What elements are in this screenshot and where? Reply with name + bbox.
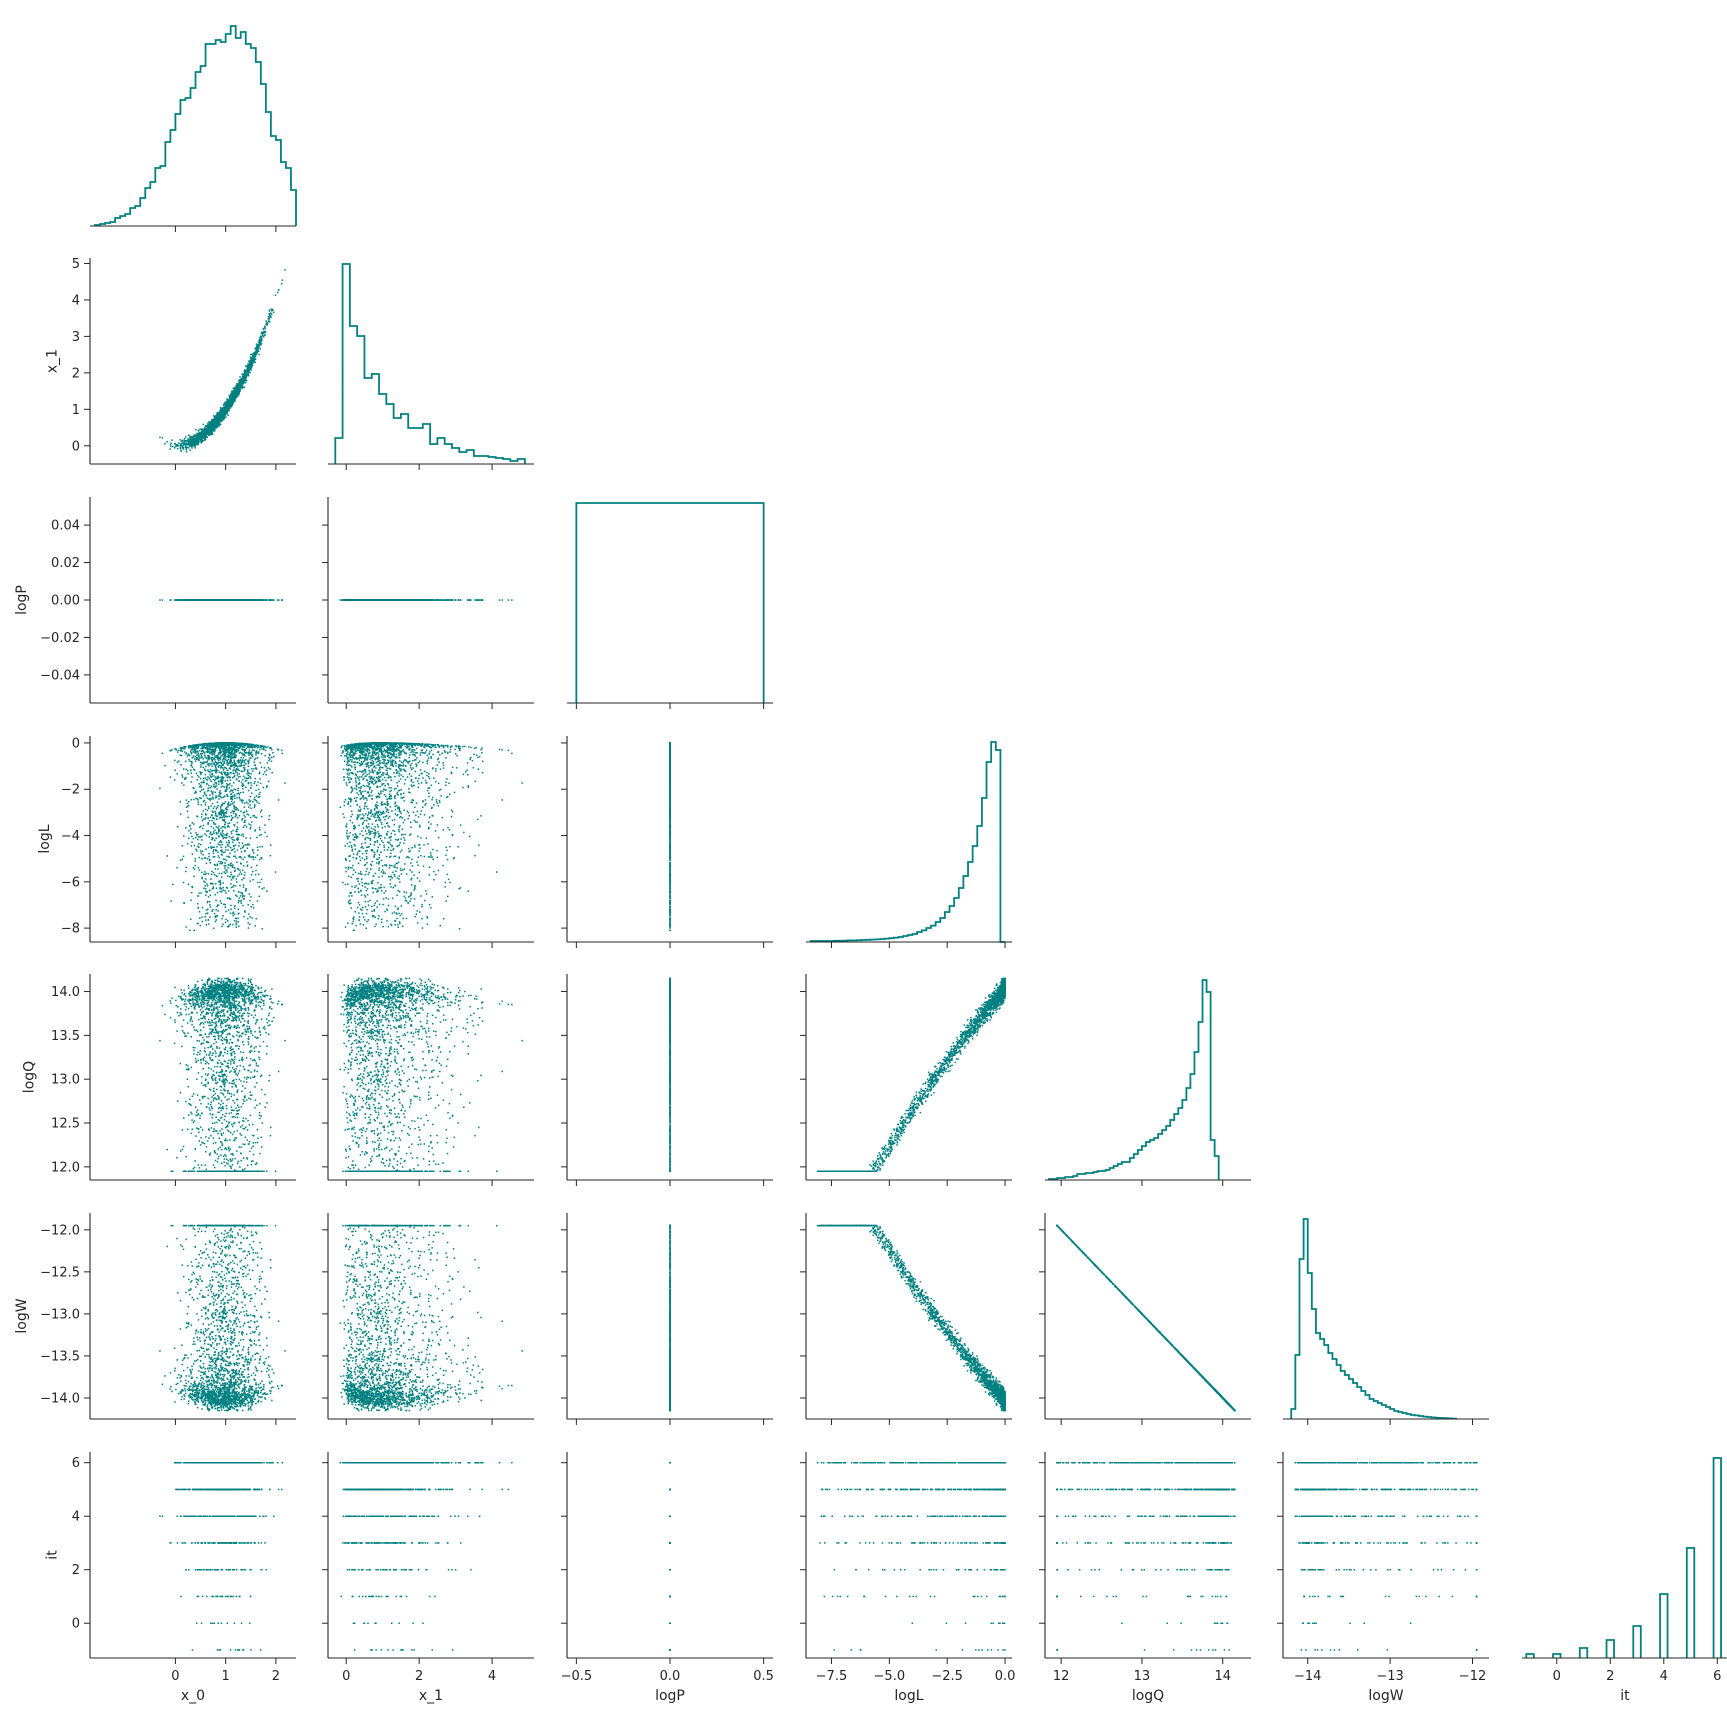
panel-x_0-vs-x_0 xyxy=(90,26,296,232)
point xyxy=(278,289,280,291)
point xyxy=(198,430,200,432)
point xyxy=(164,443,166,445)
point xyxy=(277,292,279,294)
point xyxy=(223,405,225,407)
point xyxy=(178,442,180,444)
point xyxy=(195,429,197,431)
point xyxy=(248,375,250,377)
point xyxy=(213,415,215,417)
scatter-x_1-vs-x_0 xyxy=(159,269,286,452)
point xyxy=(174,447,176,449)
point xyxy=(225,416,227,418)
point xyxy=(217,412,219,414)
point xyxy=(263,336,265,338)
point xyxy=(171,439,173,441)
point xyxy=(185,436,187,438)
point xyxy=(176,445,178,447)
point xyxy=(282,279,284,281)
point xyxy=(170,446,172,448)
point xyxy=(227,415,229,417)
point xyxy=(233,388,235,390)
hist-x_0 xyxy=(95,26,296,226)
point xyxy=(183,448,185,450)
point xyxy=(210,434,212,436)
point xyxy=(178,445,180,447)
point xyxy=(260,348,262,350)
point xyxy=(194,447,196,449)
point xyxy=(179,439,181,441)
